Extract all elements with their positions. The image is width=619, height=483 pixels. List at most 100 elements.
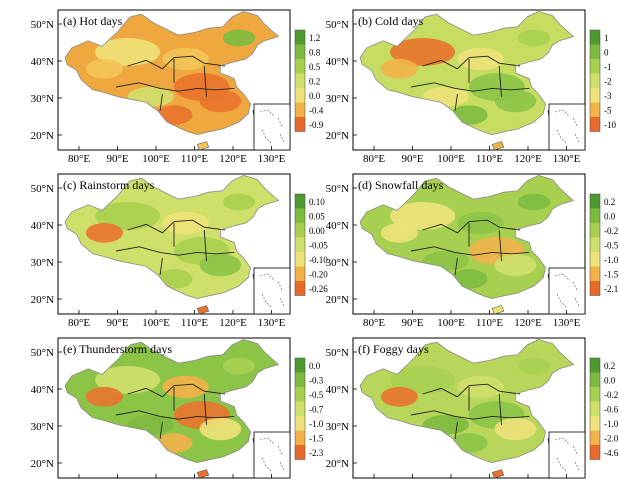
colorbar-label: 0.00 <box>309 226 325 236</box>
river-line <box>422 219 521 234</box>
panel-title: (b) Cold days <box>358 14 424 28</box>
trend-blob <box>222 357 256 375</box>
colorbar-label: -0.4 <box>309 106 324 116</box>
colorbar-segment <box>295 30 305 45</box>
lon-label: 80°E <box>68 317 90 329</box>
lon-label: 90°E <box>106 153 128 165</box>
river-line <box>410 410 530 420</box>
river-line <box>115 82 235 92</box>
colorbar-label: 0.05 <box>309 212 325 222</box>
colorbar-label: -1.0 <box>309 419 324 429</box>
colorbar-segment <box>295 73 305 88</box>
colorbar-segment <box>590 223 600 238</box>
colorbar-frame <box>294 193 306 296</box>
colorbar-label: -2.0 <box>604 434 619 444</box>
lon-label: 130°E <box>553 153 581 165</box>
trend-blob <box>85 223 123 243</box>
colorbar-segment <box>590 281 600 296</box>
colorbar-label: -2 <box>604 77 612 87</box>
hainan-island <box>491 305 505 315</box>
colorbar-segment <box>295 387 305 402</box>
colorbar-segment <box>295 194 305 209</box>
china-border <box>359 174 575 300</box>
lat-label: 40°N <box>326 220 349 232</box>
china-border <box>64 10 280 136</box>
river-line <box>159 421 163 439</box>
colorbar-segment <box>295 59 305 74</box>
trend-blob <box>517 29 551 47</box>
lon-label: 130°E <box>553 481 581 483</box>
river-line <box>410 82 530 92</box>
lon-label: 120°E <box>219 153 247 165</box>
panel-title: (c) Rainstorm days <box>63 178 155 192</box>
south-china-sea-inset <box>548 431 586 479</box>
colorbar-segment <box>590 117 600 132</box>
river-line <box>422 383 521 398</box>
lat-label: 40°N <box>326 56 349 68</box>
lon-label: 110°E <box>181 317 208 329</box>
colorbar-label: -0.20 <box>309 270 328 280</box>
river-line <box>159 93 163 111</box>
colorbar-segment <box>590 59 600 74</box>
lon-label: 110°E <box>476 481 503 483</box>
lat-label: 50°N <box>31 347 54 359</box>
lon-label: 120°E <box>514 317 542 329</box>
colorbar-segment <box>590 237 600 252</box>
river-line <box>115 246 235 256</box>
lat-label: 50°N <box>326 183 349 195</box>
lon-label: 90°E <box>401 317 423 329</box>
colorbar-label: 0.0 <box>604 376 616 386</box>
lon-label: 90°E <box>401 481 423 483</box>
lon-label: 100°E <box>142 317 170 329</box>
lon-label: 90°E <box>106 317 128 329</box>
lat-label: 30°N <box>326 421 349 433</box>
colorbar-segment <box>295 358 305 373</box>
china-border <box>359 338 575 464</box>
colorbar-segment <box>590 445 600 460</box>
trend-blob <box>380 387 418 407</box>
lat-label: 20°N <box>326 294 349 306</box>
lat-label: 30°N <box>31 421 54 433</box>
hainan-island <box>196 141 210 151</box>
lon-label: 130°E <box>258 481 286 483</box>
map-panel: (f) Foggy days 50°N 40°N 30°N 20°N 80°E 90°E 10… <box>326 337 619 483</box>
trend-blob <box>494 253 537 277</box>
colorbar-label: 0.5 <box>309 62 321 72</box>
colorbar-segment <box>295 281 305 296</box>
river-line <box>127 383 226 398</box>
colorbar-segment <box>590 73 600 88</box>
trend-pattern <box>380 29 551 125</box>
colorbar-label: -10 <box>604 120 616 130</box>
lon-label: 110°E <box>181 481 208 483</box>
south-china-sea-inset <box>253 267 291 315</box>
lat-label: 50°N <box>31 183 54 195</box>
hainan-island <box>196 469 210 479</box>
river-line <box>203 229 207 261</box>
trend-blob <box>199 417 242 441</box>
hainan-island <box>491 469 505 479</box>
colorbar-segment <box>590 88 600 103</box>
colorbar-label: -0.10 <box>309 255 328 265</box>
lon-label: 90°E <box>106 481 128 483</box>
lon-label: 90°E <box>401 153 423 165</box>
colorbar-label: -1.5 <box>309 434 324 444</box>
lat-label: 30°N <box>326 93 349 105</box>
colorbar-segment <box>295 102 305 117</box>
lat-label: 40°N <box>31 56 54 68</box>
trend-blob <box>380 59 418 79</box>
river-line <box>203 65 207 97</box>
colorbar-label: -2.1 <box>604 284 618 294</box>
inset-boundary <box>554 437 580 473</box>
lon-label: 130°E <box>553 317 581 329</box>
trend-blob <box>517 193 551 211</box>
colorbar-segment <box>590 416 600 431</box>
colorbar-segment <box>295 445 305 460</box>
lat-label: 30°N <box>31 257 54 269</box>
colorbar-segment <box>295 117 305 132</box>
colorbar-label: -0.26 <box>309 284 328 294</box>
colorbar-segment <box>295 223 305 238</box>
colorbar-frame <box>294 357 306 460</box>
colorbar-label: -5 <box>604 106 612 116</box>
trend-blob <box>95 202 161 230</box>
